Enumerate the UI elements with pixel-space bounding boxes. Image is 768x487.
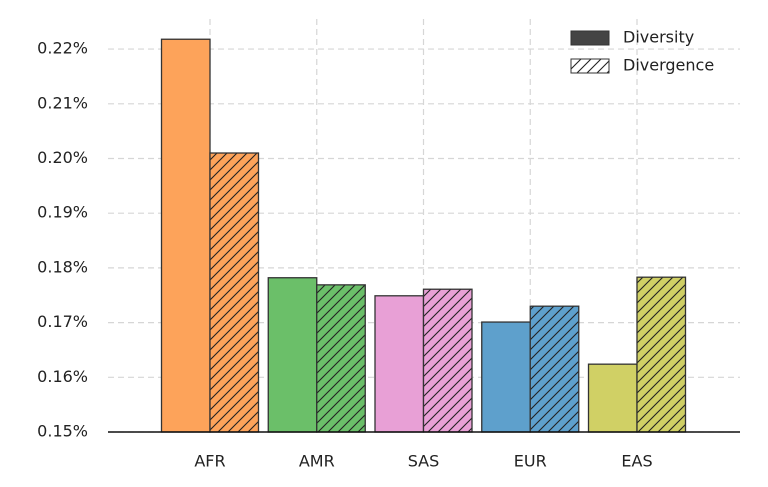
y-tick-label: 0.16% [37,367,88,386]
y-tick-label: 0.22% [37,39,88,58]
bar [316,284,366,433]
bar [267,277,318,433]
bar [160,38,211,433]
y-tick-label: 0.21% [37,93,88,112]
bar [529,305,580,433]
bar [209,152,260,433]
y-tick-label: 0.20% [37,148,88,167]
x-tick-label: EAS [621,452,652,471]
bar [636,276,687,433]
legend-label: Diversity [623,28,694,47]
y-tick-label: 0.19% [37,203,88,222]
bar [374,295,425,433]
legend-label: Divergence [623,56,714,75]
x-tick-label: AFR [194,452,225,471]
y-tick-label: 0.18% [37,257,88,276]
bar [422,288,473,433]
legend-swatch [570,58,610,74]
bar [481,321,531,433]
y-tick-label: 0.17% [37,312,88,331]
y-tick-label: 0.15% [37,422,88,441]
legend-swatch [570,30,610,46]
bar [587,363,638,433]
x-tick-label: SAS [408,452,440,471]
x-tick-label: AMR [299,452,335,471]
x-tick-label: EUR [514,452,547,471]
